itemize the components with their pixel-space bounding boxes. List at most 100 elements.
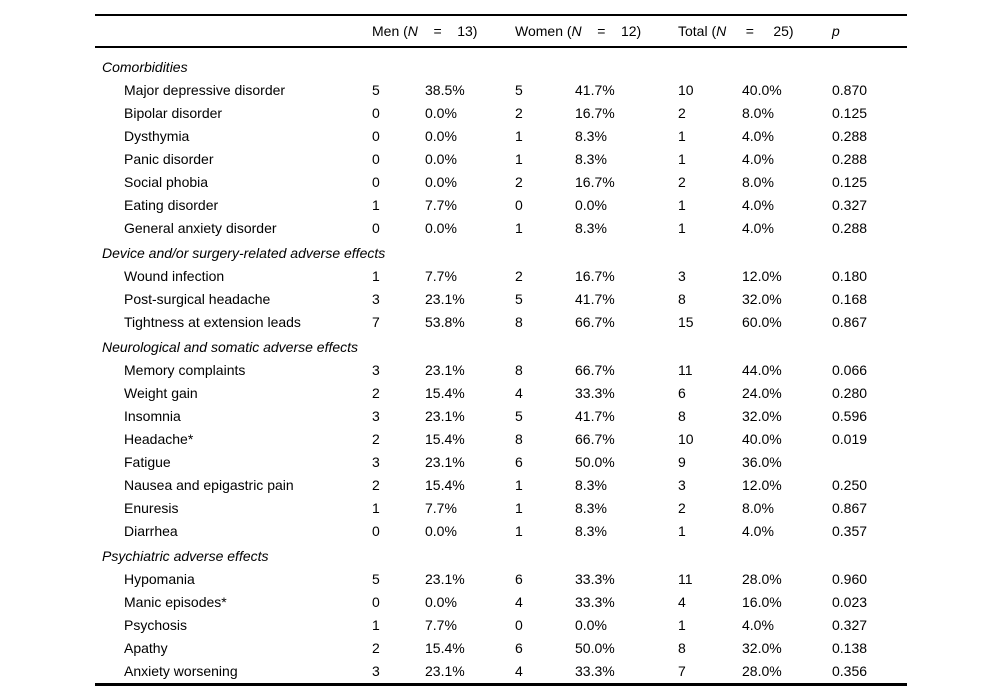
total-count: 6 — [678, 385, 686, 402]
table-top-rule — [95, 14, 907, 16]
p-value: 0.867 — [832, 314, 868, 331]
total-count: 10 — [678, 431, 694, 448]
total-percent: 40.0% — [742, 82, 782, 99]
total-percent: 32.0% — [742, 408, 782, 425]
row-label: Hypomania — [124, 571, 195, 588]
total-count: 1 — [678, 197, 686, 214]
table-header-row: Men (N = 13) Women (N = 12) Total (N = 2… — [95, 16, 907, 46]
row-label: Eating disorder — [124, 197, 219, 214]
table-row: Panic disorder 0 0.0% 1 8.3% 1 4.0% 0.28… — [95, 148, 907, 171]
table-header-rule — [95, 45, 907, 49]
table-row: Diarrhea 0 0.0% 1 8.3% 1 4.0% 0.357 — [95, 520, 907, 543]
men-percent: 23.1% — [425, 408, 465, 425]
men-count: 1 — [372, 617, 380, 634]
p-value: 0.023 — [832, 594, 868, 611]
row-label: General anxiety disorder — [124, 220, 277, 237]
table-row: Apathy 2 15.4% 6 50.0% 8 32.0% 0.138 — [95, 637, 907, 660]
row-label: Major depressive disorder — [124, 82, 286, 99]
table-row: Memory complaints 3 23.1% 8 66.7% 11 44.… — [95, 359, 907, 382]
header-total-count: = 25) — [726, 22, 794, 39]
women-percent: 8.3% — [575, 523, 607, 540]
header-women: Women (N = 12) — [515, 23, 678, 39]
men-percent: 0.0% — [425, 151, 457, 168]
p-value: 0.327 — [832, 197, 868, 214]
table-row: Manic episodes* 0 0.0% 4 33.3% 4 16.0% 0… — [95, 591, 907, 614]
total-count: 1 — [678, 523, 686, 540]
table-row: Dysthymia 0 0.0% 1 8.3% 1 4.0% 0.288 — [95, 125, 907, 148]
header-men-n-symbol: N — [407, 22, 418, 39]
women-percent: 66.7% — [575, 431, 615, 448]
total-count: 1 — [678, 128, 686, 145]
total-percent: 8.0% — [742, 500, 774, 517]
women-count: 8 — [515, 431, 523, 448]
women-percent: 0.0% — [575, 197, 607, 214]
total-count: 1 — [678, 220, 686, 237]
women-count: 4 — [515, 385, 523, 402]
men-count: 2 — [372, 640, 380, 657]
men-percent: 23.1% — [425, 291, 465, 308]
table-body: Comorbidities Major depressive disorder … — [95, 48, 907, 683]
total-count: 2 — [678, 174, 686, 191]
table-row: Headache* 2 15.4% 8 66.7% 10 40.0% 0.019 — [95, 428, 907, 451]
men-count: 3 — [372, 291, 380, 308]
women-count: 8 — [515, 362, 523, 379]
section-neurological-somatic-effects: Neurological and somatic adverse effects… — [95, 336, 907, 543]
men-count: 2 — [372, 477, 380, 494]
row-label: Wound infection — [124, 268, 225, 285]
total-count: 11 — [678, 362, 693, 379]
men-percent: 15.4% — [425, 385, 465, 402]
total-count: 2 — [678, 500, 686, 517]
table-row: Weight gain 2 15.4% 4 33.3% 6 24.0% 0.28… — [95, 382, 907, 405]
total-count: 11 — [678, 571, 693, 588]
section-title: Comorbidities — [102, 59, 188, 76]
women-percent: 50.0% — [575, 454, 615, 471]
row-label: Panic disorder — [124, 151, 214, 168]
women-percent: 66.7% — [575, 314, 615, 331]
women-count: 4 — [515, 594, 523, 611]
table-row: Social phobia 0 0.0% 2 16.7% 2 8.0% 0.12… — [95, 171, 907, 194]
row-label: Apathy — [124, 640, 168, 657]
section-title: Neurological and somatic adverse effects — [102, 339, 359, 356]
p-value: 0.288 — [832, 151, 868, 168]
women-count: 6 — [515, 640, 523, 657]
men-count: 7 — [372, 314, 380, 331]
total-percent: 60.0% — [742, 314, 782, 331]
women-count: 0 — [515, 197, 523, 214]
header-p-value: p — [832, 22, 840, 39]
women-percent: 66.7% — [575, 362, 615, 379]
table-row: Wound infection 1 7.7% 2 16.7% 3 12.0% 0… — [95, 265, 907, 288]
women-count: 8 — [515, 314, 523, 331]
women-percent: 16.7% — [575, 268, 615, 285]
women-percent: 16.7% — [575, 105, 615, 122]
men-percent: 38.5% — [425, 82, 465, 99]
men-count: 0 — [372, 128, 380, 145]
p-value — [832, 451, 907, 474]
row-label: Headache* — [124, 431, 194, 448]
table-row: General anxiety disorder 0 0.0% 1 8.3% 1… — [95, 217, 907, 240]
total-count: 3 — [678, 477, 686, 494]
men-percent: 0.0% — [425, 128, 457, 145]
table-row: Enuresis 1 7.7% 1 8.3% 2 8.0% 0.867 — [95, 497, 907, 520]
total-percent: 36.0% — [742, 454, 782, 471]
men-count: 5 — [372, 82, 380, 99]
header-women-n-symbol: N — [571, 22, 582, 39]
row-label: Fatigue — [124, 454, 171, 471]
table-bottom-rule — [95, 683, 907, 686]
men-count: 1 — [372, 268, 380, 285]
women-count: 1 — [515, 477, 523, 494]
women-count: 6 — [515, 454, 523, 471]
men-count: 5 — [372, 571, 380, 588]
p-value: 0.066 — [832, 362, 868, 379]
men-percent: 23.1% — [425, 454, 465, 471]
men-count: 3 — [372, 454, 380, 471]
row-label: Post-surgical headache — [124, 291, 271, 308]
table-row: Bipolar disorder 0 0.0% 2 16.7% 2 8.0% 0… — [95, 102, 907, 125]
men-percent: 15.4% — [425, 431, 465, 448]
men-percent: 15.4% — [425, 477, 465, 494]
total-percent: 8.0% — [742, 105, 774, 122]
women-count: 2 — [515, 105, 523, 122]
women-percent: 33.3% — [575, 571, 615, 588]
total-percent: 32.0% — [742, 640, 782, 657]
women-count: 1 — [515, 128, 523, 145]
total-percent: 12.0% — [742, 477, 782, 494]
